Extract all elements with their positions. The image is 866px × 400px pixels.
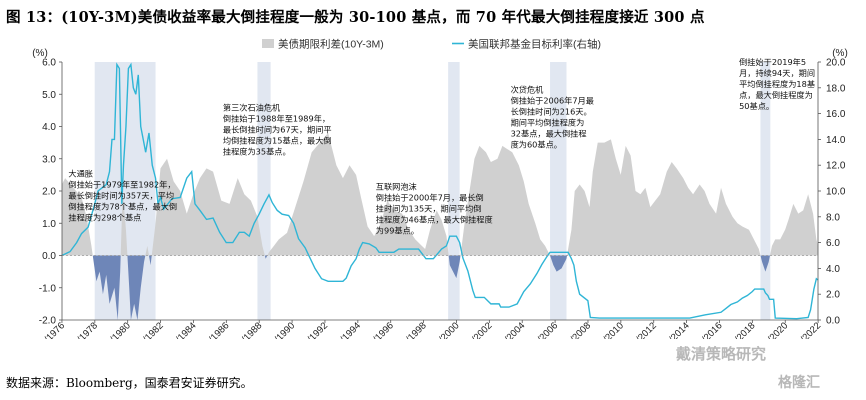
annotation-line: 倒挂始于1979年至1982年， xyxy=(68,179,175,189)
left-axis-unit: (%) xyxy=(32,48,48,59)
annotation-line: 倒挂始于2000年7月，最长倒 xyxy=(376,192,484,202)
annotation-line: 挂程度为35基点。 xyxy=(223,146,291,156)
left-tick-label: 3.0 xyxy=(42,154,56,165)
chart: 6.0 5.0 4.0 3.0 2.0 1.0 0.0 -1.0 -2.0 (%) 20.0 18.0… xyxy=(0,34,866,362)
legend-label-fed-rate: 美国联邦基金目标利率(右轴) xyxy=(468,38,601,51)
right-tick-label: 18.0 xyxy=(826,83,846,94)
inversion-band-2 xyxy=(257,62,271,320)
right-axis-unit: (%) xyxy=(832,48,848,59)
annotation-line: 第三次石油危机 xyxy=(223,102,281,112)
annotation-line: 大通胀 xyxy=(68,168,93,178)
annotation-5: 倒挂始于2019年5月，持续94天，期间平均倒挂程度为18基点，最大倒挂程度为5… xyxy=(739,57,815,111)
inversion-band-3 xyxy=(448,62,460,320)
fed-rate-series-line xyxy=(61,62,819,320)
annotation-line: 倒挂始于1988年至1989年， xyxy=(223,113,330,123)
spread-area xyxy=(62,132,818,320)
inversion-band-5 xyxy=(760,62,771,320)
annotation-line: 均倒挂程度为15基点，最大倒 xyxy=(223,135,332,145)
legend: 美债期限利差(10Y-3M) 美国联邦基金目标利率(右轴) xyxy=(262,38,601,51)
legend-label-spread: 美债期限利差(10Y-3M) xyxy=(278,38,384,51)
annotations: 大通胀倒挂始于1979年至1982年，最长倒挂时间为357天，平均倒挂程度为78… xyxy=(68,57,815,235)
right-tick-label: 8.0 xyxy=(826,212,840,223)
annotation-line: 倒挂程度为78个基点，最大倒 xyxy=(68,201,177,211)
annotation-line: 次贷危机 xyxy=(511,85,545,95)
spread-area-negative xyxy=(62,255,818,320)
annotation-line: 挂时间为135天，期间平均倒 xyxy=(376,203,482,213)
source-note: 数据来源：Bloomberg，国泰君安证券研究。 xyxy=(6,376,253,390)
right-tick-label: 12.0 xyxy=(826,161,846,172)
annotation-line: 互联网泡沫 xyxy=(376,181,417,191)
annotation-2: 第三次石油危机倒挂始于1988年至1989年，最长倒挂时间为67天，期间平均倒挂… xyxy=(223,102,332,156)
legend-swatch-spread xyxy=(262,39,274,48)
annotation-line: 期间平均倒挂程度为 xyxy=(511,118,585,128)
left-tick-label: 2.0 xyxy=(42,187,56,198)
annotation-line: 32基点，最大倒挂程 xyxy=(511,129,587,139)
left-tick-label: 6.0 xyxy=(42,58,56,69)
annotation-line: 50基点。 xyxy=(739,101,774,111)
left-tick-label: 1.0 xyxy=(42,219,56,230)
annotation-line: 挂程度为298个基点 xyxy=(68,212,141,222)
legend-item-spread: 美债期限利差(10Y-3M) xyxy=(262,38,384,51)
annotation-line: 最长倒挂时间为357天，平均 xyxy=(68,190,174,200)
right-tick-label: 16.0 xyxy=(826,109,846,120)
legend-item-fed-rate: 美国联邦基金目标利率(右轴) xyxy=(452,38,601,51)
watermark: 戴清策略研究 xyxy=(676,345,767,363)
right-tick-label: 6.0 xyxy=(826,238,840,249)
annotation-line: 平均倒挂程度为18基 xyxy=(739,79,815,89)
annotation-line: 度为60基点。 xyxy=(511,140,562,150)
right-tick-label: 0.0 xyxy=(826,316,840,327)
annotation-line: 最长倒挂时间为67天，期间平 xyxy=(223,124,332,134)
right-tick-label: 10.0 xyxy=(826,187,846,198)
annotation-line: 月，持续94天，期间 xyxy=(739,68,815,78)
figure-title: 图 13：(10Y-3M)美债收益率最大倒挂程度一般为 30-100 基点，而 … xyxy=(6,9,705,26)
spread-area-positive xyxy=(62,132,818,256)
annotation-line: 长倒挂时间为216天。 xyxy=(511,107,592,117)
left-tick-label: 5.0 xyxy=(42,90,56,101)
annotation-3: 互联网泡沫倒挂始于2000年7月，最长倒挂时间为135天，期间平均倒挂程度为46… xyxy=(376,181,493,235)
annotation-line: 为99基点。 xyxy=(376,225,419,235)
annotation-line: 倒挂始于2006年7月最 xyxy=(511,96,594,106)
chart-svg: 6.05.04.03.02.01.00.0-1.0-2.0(%)20.018.0… xyxy=(26,38,848,362)
annotation-4: 次贷危机倒挂始于2006年7月最长倒挂时间为216天。期间平均倒挂程度为32基点… xyxy=(511,85,594,150)
right-tick-label: 4.0 xyxy=(826,264,840,275)
left-tick-label: 0.0 xyxy=(42,251,56,262)
right-tick-label: 14.0 xyxy=(826,135,846,146)
annotation-line: 点，最大倒挂程度为 xyxy=(739,90,813,100)
left-tick-label: -1.0 xyxy=(39,283,57,294)
watermark-secondary: 格隆汇 xyxy=(778,375,820,391)
annotation-1: 大通胀倒挂始于1979年至1982年，最长倒挂时间为357天，平均倒挂程度为78… xyxy=(68,168,177,222)
annotation-line: 倒挂始于2019年5 xyxy=(739,57,806,67)
right-tick-label: 20.0 xyxy=(826,58,846,69)
fed-rate-line xyxy=(61,62,819,320)
left-tick-label: 4.0 xyxy=(42,122,56,133)
annotation-line: 挂程度为46基点，最大倒挂程度 xyxy=(376,214,493,224)
right-tick-label: 2.0 xyxy=(826,290,840,301)
left-tick-label: -2.0 xyxy=(39,316,57,327)
